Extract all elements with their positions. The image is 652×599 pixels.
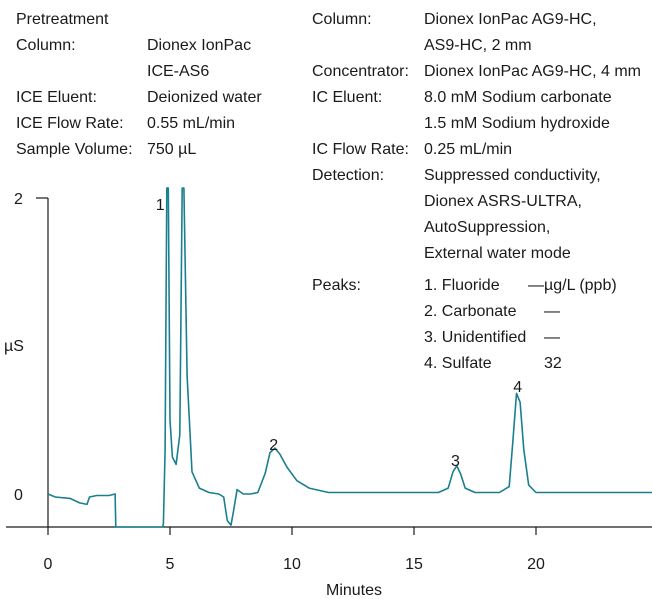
peak-label-1: 1 <box>156 197 165 214</box>
pre-column-value-2: ICE-AS6 <box>147 63 210 80</box>
ic-eluent-value-1: 8.0 mM Sodium carbonate <box>424 89 612 106</box>
column-value-1: Dionex IonPac AG9-HC, <box>424 11 597 28</box>
ice-flow-value: 0.55 mL/min <box>147 115 236 132</box>
y-axis-label: µS <box>4 338 24 355</box>
ic-eluent-label: IC Eluent: <box>312 89 383 106</box>
x-tick-label: 10 <box>283 556 301 573</box>
y-tick-label: 0 <box>14 487 23 504</box>
pre-column-value-1: Dionex IonPac <box>147 37 252 54</box>
y-tick-label: 2 <box>14 191 23 208</box>
peak-value-4: 32 <box>544 355 562 372</box>
peak-name-4: 4. Sulfate <box>424 355 492 372</box>
ice-eluent-label: ICE Eluent: <box>16 89 97 106</box>
column-label: Column: <box>312 11 372 28</box>
x-axis-label: Minutes <box>326 582 382 599</box>
peak-label-4: 4 <box>513 379 522 396</box>
detection-value-3: AutoSuppression, <box>424 219 551 236</box>
detection-value-1: Suppressed conductivity, <box>424 167 601 184</box>
x-tick-label: 5 <box>166 556 175 573</box>
ice-flow-label: ICE Flow Rate: <box>16 115 124 132</box>
x-tick-label: 20 <box>527 556 545 573</box>
concentrator-value: Dionex IonPac AG9-HC, 4 mm <box>424 63 641 80</box>
peak-label-2: 2 <box>269 437 278 454</box>
peak-unit: µg/L (ppb) <box>544 277 617 294</box>
pretreatment-heading: Pretreatment <box>16 11 109 28</box>
sample-volume-label: Sample Volume: <box>16 141 133 158</box>
x-tick-label: 0 <box>44 556 53 573</box>
chart-trace-group <box>47 187 652 528</box>
column-value-2: AS9-HC, 2 mm <box>424 37 532 54</box>
peak-value-3: — <box>544 329 560 346</box>
peak-value-1: — <box>528 277 544 294</box>
x-tick-label: 15 <box>405 556 423 573</box>
sample-volume-value: 750 µL <box>147 141 197 158</box>
ic-flow-label: IC Flow Rate: <box>312 141 409 158</box>
peak-value-2: — <box>544 303 560 320</box>
detection-value-4: External water mode <box>424 245 571 262</box>
peak-annotations: 1 2 3 4 <box>156 197 522 470</box>
ic-eluent-value-2: 1.5 mM Sodium hydroxide <box>424 115 610 132</box>
peak-name-3: 3. Unidentified <box>424 329 527 346</box>
peak-name-2: 2. Carbonate <box>424 303 517 320</box>
pre-column-label: Column: <box>16 37 76 54</box>
peak-name-1: 1. Fluoride <box>424 277 500 294</box>
chart-axes <box>6 198 652 528</box>
ice-eluent-value: Deionized water <box>147 89 262 106</box>
ic-flow-value: 0.25 mL/min <box>424 141 513 158</box>
detection-label: Detection: <box>312 167 385 184</box>
peaks-label: Peaks: <box>312 277 361 294</box>
detection-value-2: Dionex ASRS-ULTRA, <box>424 193 582 210</box>
concentrator-label: Concentrator: <box>312 63 409 80</box>
chromatogram-trace <box>47 187 652 528</box>
peak-label-3: 3 <box>451 453 460 470</box>
chart-ticks: 02051015202 <box>14 191 545 573</box>
